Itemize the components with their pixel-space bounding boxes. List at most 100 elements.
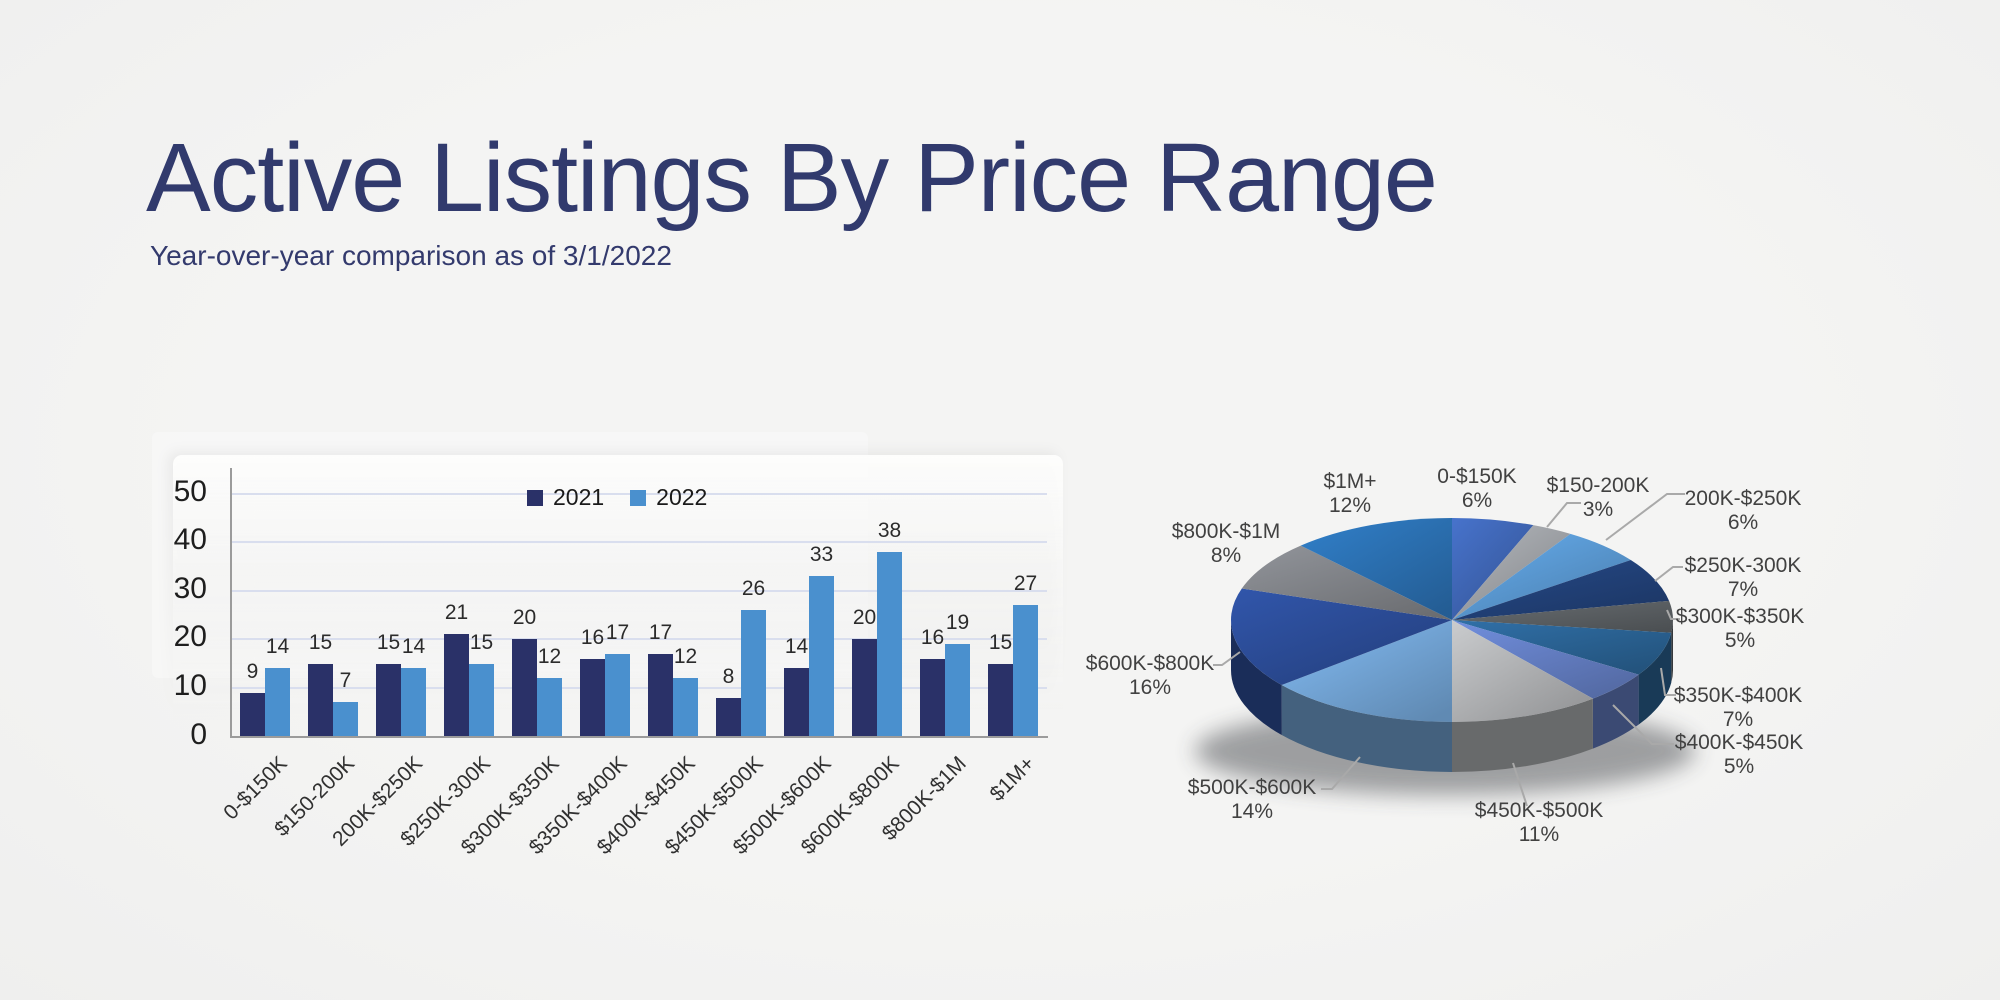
bar-value-2021-0-150k: 9 xyxy=(246,659,259,683)
bar-2021-0-150k xyxy=(240,692,265,737)
bar-value-2021-350k-400k: 16 xyxy=(580,625,605,649)
bar-value-2022-300k-350k: 12 xyxy=(537,645,562,669)
page-title: Active Listings By Price Range xyxy=(146,123,1438,232)
pie-slice-0-150k xyxy=(1452,518,1534,620)
pie-label-800k-1m: $800K-$1M 8% xyxy=(1136,520,1316,568)
pie-label-category: $450K-$500K xyxy=(1474,799,1604,822)
bar-value-2021-300k-350k: 20 xyxy=(512,606,537,630)
bar-value-2021-450k-500k: 8 xyxy=(722,664,735,688)
bar-2022-300k-350k xyxy=(537,678,562,737)
bar-2022-800k-1m xyxy=(945,644,970,737)
x-axis-line xyxy=(230,735,1048,738)
pie-label-1m: $1M+ 12% xyxy=(1260,470,1440,518)
pie-slice-350k-400k xyxy=(1452,620,1672,675)
pie-slice-400k-450k xyxy=(1452,620,1639,699)
pie-label-category: $600K-$800K xyxy=(1085,652,1215,675)
bar-value-2022-150-200k: 7 xyxy=(339,669,352,693)
y-tick-label-40: 40 xyxy=(173,523,207,557)
bar-value-2021-150-200k: 15 xyxy=(308,630,333,654)
legend-label-2021: 2021 xyxy=(553,484,605,510)
pie-slice-300k-350k xyxy=(1452,600,1674,633)
bar-value-2021-200k-250k: 15 xyxy=(376,630,401,654)
pie-label-category: $350K-$400K xyxy=(1673,684,1803,707)
pie-slice-side-300k-350k xyxy=(1671,620,1673,683)
bar-2021-300k-350k xyxy=(512,639,537,737)
bar-value-2022-400k-450k: 12 xyxy=(673,645,698,669)
legend-label-2022: 2022 xyxy=(656,484,708,510)
legend-entry-2021: 2021 xyxy=(527,484,604,511)
pie-slice-side-350k-400k xyxy=(1638,632,1672,725)
bar-2022-250k-300k xyxy=(469,663,494,737)
gridline-40 xyxy=(232,541,1047,544)
pie-leader-350k-400k xyxy=(1660,667,1676,696)
pie-slice-200k-250k xyxy=(1452,533,1631,620)
pie-label-category: $150-200K xyxy=(1546,474,1650,497)
bar-2022-450k-500k xyxy=(741,610,766,737)
bar-2021-800k-1m xyxy=(920,658,945,737)
pie-label-percent: 16% xyxy=(1128,676,1172,699)
pie-label-category: $500K-$600K xyxy=(1187,776,1317,799)
bar-2021-1m xyxy=(988,663,1013,737)
pie-label-percent: 3% xyxy=(1582,498,1614,521)
pie-leader-450k-500k xyxy=(1512,762,1528,807)
pie-leader-200k-250k xyxy=(1605,493,1685,541)
page-subtitle: Year-over-year comparison as of 3/1/2022 xyxy=(150,240,672,271)
pie-label-0-150k: 0-$150K 6% xyxy=(1387,465,1567,513)
pie-label-category: 200K-$250K xyxy=(1684,487,1802,510)
bar-value-2021-250k-300k: 21 xyxy=(444,601,469,625)
bar-2021-250k-300k xyxy=(444,634,469,737)
pie-slice-1m xyxy=(1300,518,1452,620)
bar-value-2022-200k-250k: 14 xyxy=(401,635,426,659)
pie-label-percent: 8% xyxy=(1210,544,1242,567)
pie-label-200k-250k: 200K-$250K 6% xyxy=(1653,487,1833,535)
bar-value-2022-450k-500k: 26 xyxy=(741,577,766,601)
pie-leader-400k-450k xyxy=(1612,704,1674,745)
pie-label-percent: 14% xyxy=(1230,800,1274,823)
pie-slice-side-450k-500k xyxy=(1452,698,1593,772)
bar-2021-400k-450k xyxy=(648,653,673,737)
bar-2022-1m xyxy=(1013,605,1038,737)
pie-label-category: $1M+ xyxy=(1323,470,1377,493)
bar-2022-400k-450k xyxy=(673,678,698,737)
y-tick-label-0: 0 xyxy=(190,717,207,751)
bar-2021-200k-250k xyxy=(376,663,401,737)
bar-value-2021-600k-800k: 20 xyxy=(852,606,877,630)
pie-label-300k-350k: $300K-$350K 5% xyxy=(1650,605,1830,653)
bar-2022-200k-250k xyxy=(401,668,426,737)
bar-chart-legend: 2021 2022 xyxy=(527,484,723,511)
pie-label-400k-450k: $400K-$450K 5% xyxy=(1649,731,1829,779)
pie-leader-150-200k xyxy=(1546,502,1581,528)
gridline-30 xyxy=(232,589,1047,592)
pie-label-category: 0-$150K xyxy=(1437,465,1517,488)
pie-label-percent: 6% xyxy=(1461,489,1493,512)
pie-label-150-200k: $150-200K 3% xyxy=(1508,474,1688,522)
pie-label-category: $400K-$450K xyxy=(1674,731,1804,754)
pie-label-percent: 7% xyxy=(1722,708,1754,731)
pie-label-percent: 7% xyxy=(1727,578,1759,601)
pie-label-category: $300K-$350K xyxy=(1675,605,1805,628)
bar-value-2022-800k-1m: 19 xyxy=(945,611,970,635)
pie-label-500k-600k: $500K-$600K 14% xyxy=(1162,776,1342,824)
bar-value-2022-250k-300k: 15 xyxy=(469,630,494,654)
bar-value-2022-0-150k: 14 xyxy=(265,635,290,659)
bar-2022-500k-600k xyxy=(809,576,834,737)
pie-label-250k-300k: $250K-300K 7% xyxy=(1653,554,1833,602)
bar-2021-450k-500k xyxy=(716,697,741,737)
bar-value-2022-1m: 27 xyxy=(1013,572,1038,596)
gridline-20 xyxy=(232,638,1047,641)
pie-slice-600k-800k xyxy=(1231,588,1452,686)
legend-swatch-2021 xyxy=(527,489,543,506)
bar-value-2022-500k-600k: 33 xyxy=(809,543,834,567)
gridline-10 xyxy=(232,686,1047,689)
pie-slice-450k-500k xyxy=(1452,620,1593,722)
bar-2022-350k-400k xyxy=(605,653,630,737)
pie-label-percent: 11% xyxy=(1518,823,1560,846)
pie-leader-300k-350k xyxy=(1666,609,1680,620)
pie-slice-800k-1m xyxy=(1241,545,1452,620)
pie-slice-500k-600k xyxy=(1281,620,1452,722)
y-axis-line xyxy=(230,468,232,738)
pie-label-category: $250K-300K xyxy=(1684,554,1802,577)
pie-slice-150-200k xyxy=(1452,525,1571,620)
bar-2021-500k-600k xyxy=(784,668,809,737)
